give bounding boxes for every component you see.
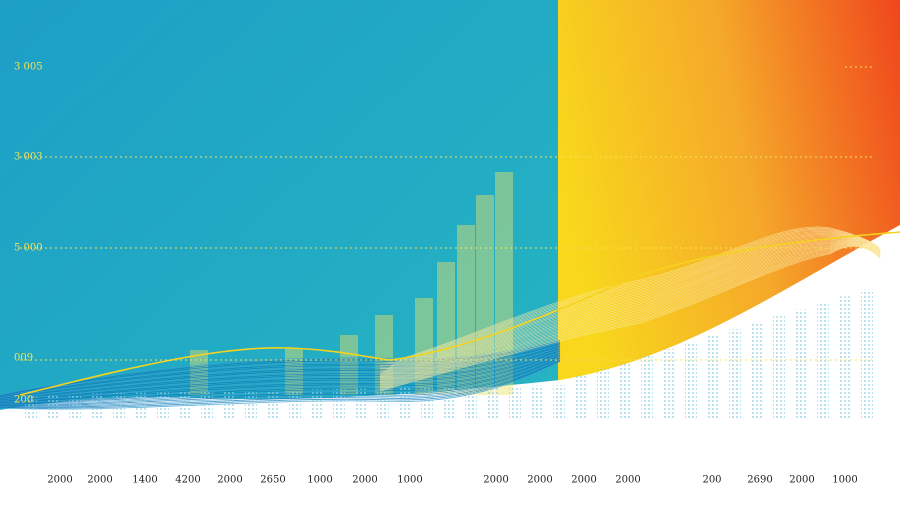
dot-column [465,386,477,418]
x-label: 2000 [217,475,242,486]
dot-column [333,389,345,418]
dot-column [245,390,257,418]
dot-column [355,388,367,418]
dot-column [377,388,389,418]
wave [0,346,561,400]
dot-column [91,393,103,418]
x-label: 2000 [87,475,112,486]
dot-column [619,362,631,418]
x-label: 2650 [260,475,285,486]
dot-column [707,335,719,418]
dot-column [267,390,279,418]
dot-column [751,322,763,418]
dot-column [135,392,147,418]
wave [0,344,561,399]
wave [379,228,881,368]
wave [379,237,881,376]
dot-column [641,355,653,418]
x-label: 2690 [747,475,772,486]
dot-column [663,349,675,418]
dot-column [201,391,213,418]
dot-column [179,391,191,418]
dot-column [25,394,37,418]
dotted-columns [25,289,873,418]
x-label: 1000 [832,475,857,486]
wave [379,240,881,381]
y-label: 200 [14,395,33,406]
dot-column [575,375,587,418]
wave [379,229,881,369]
wave [0,345,561,399]
dot-column [795,309,807,418]
dot-column [839,296,851,418]
y-label: 5 000 [14,243,43,254]
wave [0,349,561,402]
dot-column [773,316,785,418]
dot-column [311,389,323,418]
x-label: 2000 [47,475,72,486]
y-label: 3 005 [14,62,43,73]
dot-column [487,386,499,418]
wave [0,350,561,402]
x-label: 4200 [175,475,200,486]
wave [379,226,881,366]
x-label: 1000 [307,475,332,486]
dot-column [47,394,59,418]
dot-column [817,302,829,418]
wave [379,233,881,372]
wave [379,230,881,370]
wave [0,347,561,401]
x-label: 2000 [789,475,814,486]
x-label: 200 [702,475,721,486]
dot-column [729,329,741,418]
white-ground [0,225,900,514]
dot-column [421,387,433,418]
wave [379,232,881,371]
trend [19,231,900,396]
dot-column [443,387,455,418]
wave [0,340,561,396]
dot-column [597,368,609,418]
wave [0,348,561,401]
dot-column [289,389,301,418]
dashed-lines [20,66,875,361]
x-label: 1000 [397,475,422,486]
y-label: 009 [14,353,33,364]
dot-column [113,392,125,418]
x-label: 2000 [483,475,508,486]
labels: 3 005 3 003 5 000 009 200 2000 2000 1400 4200 200… [14,62,858,486]
x-label: 2000 [527,475,552,486]
dot-column [531,385,543,418]
dot-column [69,393,81,418]
y-label: 3 003 [14,152,43,163]
x-label: 2000 [571,475,596,486]
wave [0,346,561,400]
dot-column [685,342,697,418]
dot-column [223,391,235,418]
wave [379,239,881,378]
dot-column [861,289,873,418]
wave [379,227,881,367]
wave [379,240,881,380]
dot-column [553,385,565,418]
wave [0,343,561,398]
wave [379,246,881,392]
dot-column [157,392,169,418]
dot-column [509,385,521,418]
x-label: 1400 [132,475,157,486]
bar [340,335,358,395]
x-label: 2000 [352,475,377,486]
wave [0,342,561,398]
dot-column [399,387,411,418]
wave [379,238,881,377]
wave [0,339,561,396]
x-label: 2000 [615,475,640,486]
wave [379,239,881,379]
